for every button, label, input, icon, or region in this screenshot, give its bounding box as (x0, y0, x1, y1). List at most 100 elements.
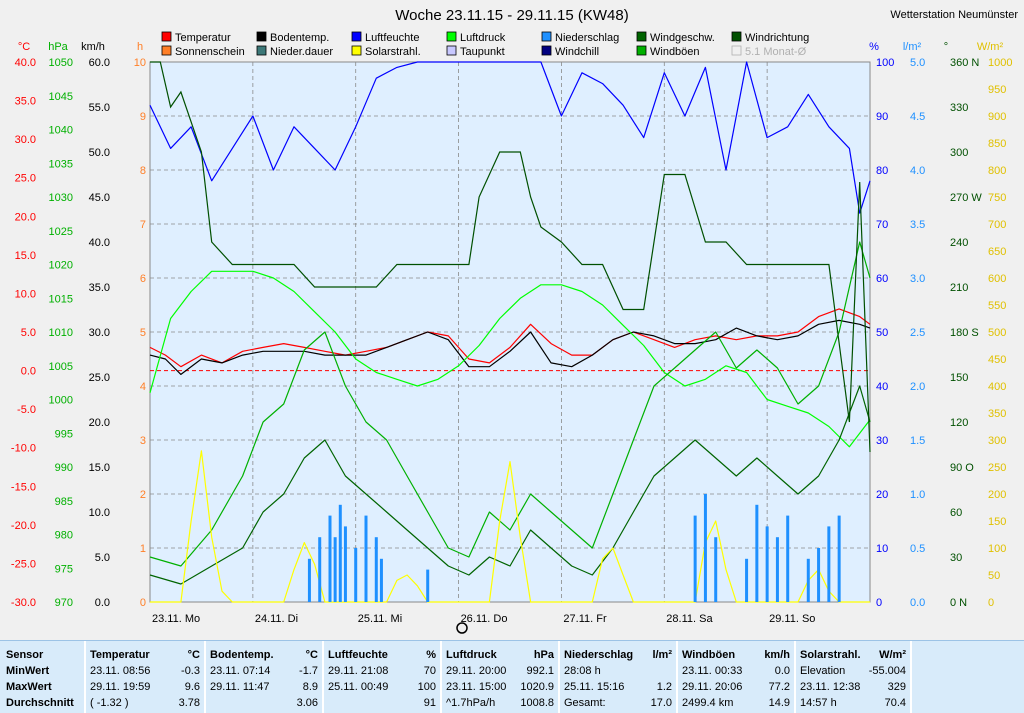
legend-swatch (161, 45, 172, 56)
y-tick-label-solar: 450 (988, 354, 1006, 366)
stats-cell-value: 91 (423, 697, 436, 709)
y-tick-label-temp: 0.0 (21, 366, 36, 378)
series-windrichtung (150, 61, 871, 453)
y-tick-label-solar: 400 (988, 381, 1006, 393)
legend-swatch (541, 45, 552, 56)
stats-header: Windböen (682, 649, 736, 661)
y-tick-label-solar: 0 (988, 597, 994, 609)
stats-cell-label: 25.11. 00:49 (328, 681, 389, 693)
stats-unit: hPa (533, 649, 554, 661)
y-tick-label-solar: 250 (988, 462, 1006, 474)
rain-bar (328, 515, 332, 602)
cursor-marker-icon[interactable] (456, 622, 468, 634)
y-tick-label-hum: 80 (876, 165, 888, 177)
y-tick-label-dir: 270 W (950, 192, 982, 204)
series-line (149, 61, 871, 214)
legend-item[interactable]: 5.1 Monat-Ø (731, 45, 807, 58)
series-line (149, 319, 871, 375)
series-solarstrahl- (150, 450, 870, 603)
stats-panel: Sensor MinWert MaxWert Durchschnitt Temperat… (0, 640, 1024, 713)
y-tick-label-press: 970 (55, 597, 73, 609)
legend-label: Sonnenschein (175, 46, 245, 58)
y-tick-label-press: 1000 (49, 395, 73, 407)
legend-swatch (541, 31, 552, 42)
y-tick-label-dir: 0 N (950, 597, 967, 609)
stats-cell-label: 23.11. 00:33 (682, 665, 743, 677)
legend-swatch (351, 45, 362, 56)
legend-item[interactable]: Windböen (636, 45, 700, 58)
legend-item[interactable]: Luftdruck (446, 31, 506, 44)
stats-cell-value: 77.2 (768, 681, 790, 693)
y-tick-label-rain: 3.5 (910, 219, 925, 231)
legend-item[interactable]: Windgeschw. (636, 31, 715, 44)
legend-item[interactable]: Sonnenschein (161, 45, 245, 58)
y-unit-dir: ° (944, 41, 948, 53)
y-tick-label-solar: 600 (988, 273, 1006, 285)
y-tick-label-press: 1020 (49, 260, 73, 272)
y-tick-label-temp: -30.0 (11, 597, 36, 609)
stats-cell-value: 9.6 (184, 681, 200, 693)
y-tick-label-temp: -20.0 (11, 520, 36, 532)
rain-bar (703, 494, 707, 602)
y-unit-temp: °C (18, 41, 30, 53)
stats-cell-label: 25.11. 15:16 (564, 681, 625, 693)
legend-item[interactable]: Nieder.dauer (256, 45, 333, 58)
y-tick-label-temp: -25.0 (11, 558, 36, 570)
stats-cell-label: 23.11. 07:14 (210, 665, 271, 677)
series-luftfeuchte (149, 61, 871, 214)
legend-item[interactable]: Taupunkt (446, 45, 505, 58)
stats-header: Bodentemp. (210, 649, 274, 661)
y-tick-label-press: 1030 (49, 192, 73, 204)
rain-bar (307, 558, 311, 602)
y-tick-label-temp: 25.0 (15, 173, 36, 185)
y-tick-label-solar: 150 (988, 516, 1006, 528)
y-tick-label-solar: 950 (988, 84, 1006, 96)
legend-item[interactable]: Bodentemp. (256, 31, 329, 44)
stats-header: Luftdruck (446, 649, 497, 661)
y-tick-label-hum: 0 (876, 597, 882, 609)
y-tick-label-rain: 0.0 (910, 597, 925, 609)
x-tick-label: 23.11. Mo (152, 613, 200, 625)
stats-cell-label: Gesamt: (564, 697, 606, 709)
y-tick-label-wind: 40.0 (89, 237, 110, 249)
legend-item[interactable]: Temperatur (161, 31, 231, 44)
legend-label: Niederschlag (555, 32, 619, 44)
legend-label: Nieder.dauer (270, 46, 333, 58)
y-tick-label-hum: 50 (876, 327, 888, 339)
rain-bar (745, 558, 749, 602)
legend-item[interactable]: Niederschlag (541, 31, 619, 44)
series-windb-en (149, 241, 871, 567)
rain-bar (364, 515, 368, 602)
stats-cell-label: ^1.7hPa/h (446, 697, 496, 709)
legend-item[interactable]: Windrichtung (731, 31, 809, 44)
x-tick-label: 27.11. Fr (563, 613, 607, 625)
rain-bar (426, 569, 430, 602)
y-tick-label-solar: 50 (988, 570, 1000, 582)
legend-item[interactable]: Windchill (541, 45, 599, 58)
stats-block: Sensor MinWert MaxWert Durchschnitt (2, 641, 86, 713)
series-luftdruck (149, 270, 871, 448)
legend-swatch (731, 45, 742, 56)
y-unit-sun: h (137, 41, 143, 53)
y-tick-label-wind: 15.0 (89, 462, 110, 474)
rain-bar (827, 526, 831, 602)
rain-bar (817, 548, 821, 602)
series-line (150, 450, 870, 603)
y-tick-label-wind: 45.0 (89, 192, 110, 204)
stats-cell-label: 28:08 h (564, 665, 601, 677)
stats-cell-value: 992.1 (526, 665, 554, 677)
stats-cell-label: 23.11. 15:00 (446, 681, 507, 693)
stats-unit: l/m² (652, 649, 672, 661)
y-tick-label-press: 1040 (49, 125, 73, 137)
weather-chart: 23.11. Mo 24.11. Di 25.11. Mi 26.11. Do 27.1… (10, 7, 1019, 634)
y-tick-label-rain: 0.5 (910, 543, 925, 555)
y-unit-rain: l/m² (903, 41, 922, 53)
legend-item[interactable]: Solarstrahl. (351, 45, 421, 58)
y-tick-label-dir: 300 (950, 147, 968, 159)
stats-cell-value: 17.0 (650, 697, 672, 709)
y-tick-label-press: 1045 (49, 91, 73, 103)
legend-swatch (256, 31, 267, 42)
rain-bar (775, 537, 779, 602)
legend-item[interactable]: Luftfeuchte (351, 31, 419, 44)
rain-bar (765, 526, 769, 602)
